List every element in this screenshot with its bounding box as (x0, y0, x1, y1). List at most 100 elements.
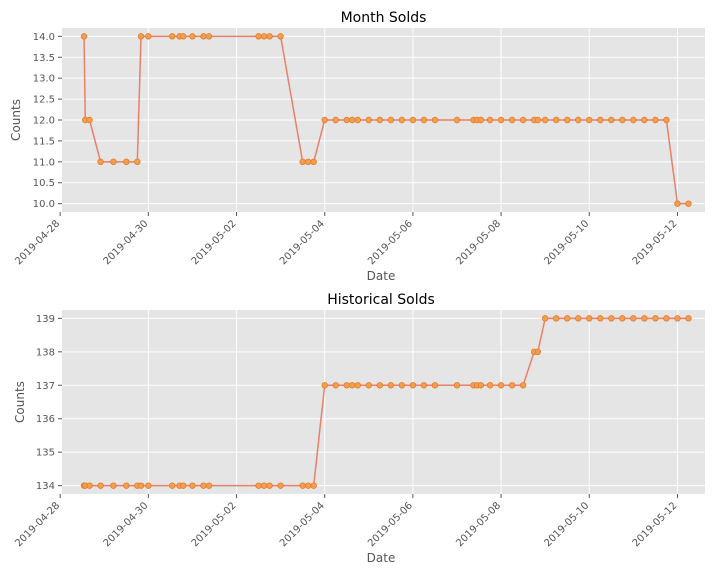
x-tick-label: 2019-05-02 (190, 500, 239, 549)
data-point (420, 116, 428, 124)
data-point (453, 116, 461, 124)
data-point (97, 158, 104, 166)
x-tick-label: 2019-04-30 (102, 218, 151, 267)
data-point (477, 116, 485, 124)
data-point (552, 315, 560, 322)
data-point (304, 158, 312, 166)
plot-area (62, 310, 705, 494)
data-point (586, 116, 593, 124)
data-point (321, 116, 328, 124)
data-point (398, 382, 406, 389)
data-point (189, 33, 196, 40)
data-point (564, 315, 571, 322)
data-point (266, 482, 273, 489)
y-ticks: 10.0 10.5 11.0 11.5 12.0 12.5 13.0 13.5 14.0 (33, 32, 62, 210)
data-point (497, 116, 505, 124)
data-point (541, 116, 549, 124)
data-point (97, 482, 104, 489)
data-point (387, 382, 395, 389)
data-point (266, 33, 273, 40)
data-point (354, 382, 361, 389)
x-tick-label: 2019-05-06 (366, 218, 415, 267)
data-point (180, 482, 187, 489)
data-point (608, 116, 615, 124)
data-point (310, 158, 317, 166)
data-point (608, 315, 615, 322)
data-point (564, 116, 571, 124)
data-point (674, 315, 681, 322)
data-point (519, 116, 527, 124)
data-point (663, 116, 670, 124)
data-point (277, 33, 284, 40)
chart-panel-month-solds: 10.0 10.5 11.0 11.5 12.0 12.5 13.0 13.5 14.0 201… (9, 10, 705, 283)
data-point (575, 315, 582, 322)
data-point (586, 315, 593, 322)
data-point (80, 33, 88, 40)
data-point (277, 482, 284, 489)
data-point (343, 116, 350, 124)
data-point (597, 116, 604, 124)
data-point (145, 482, 152, 489)
y-ticks: 134 135 136 137 138 139 (36, 314, 62, 492)
x-tick-label: 2019-05-08 (454, 218, 503, 267)
data-point (137, 482, 145, 489)
chart-title: Historical Solds (327, 292, 435, 308)
data-point (575, 116, 582, 124)
data-point (398, 116, 406, 124)
data-point (200, 482, 207, 489)
x-tick-label: 2019-05-08 (454, 500, 503, 549)
data-point (619, 116, 626, 124)
x-tick-label: 2019-05-12 (631, 218, 680, 267)
data-point (205, 482, 213, 489)
data-point (110, 158, 117, 166)
x-ticks: 2019-04-28 2019-04-30 2019-05-02 2019-05-04… (13, 494, 680, 549)
data-point (86, 482, 93, 489)
data-point (86, 116, 93, 124)
data-point (652, 116, 659, 124)
data-point (409, 116, 417, 124)
x-tick-label: 2019-04-30 (102, 500, 151, 549)
y-tick-label: 136 (36, 414, 55, 425)
x-ticks: 2019-04-28 2019-04-30 2019-05-02 2019-05-04… (13, 212, 680, 267)
data-point (685, 200, 692, 207)
data-point (349, 116, 356, 124)
data-point (255, 482, 262, 489)
data-point (349, 382, 356, 389)
data-point (145, 33, 152, 40)
data-point (134, 158, 141, 166)
data-point (365, 116, 372, 124)
y-tick-label: 10.5 (33, 178, 55, 189)
data-point (431, 116, 439, 124)
data-point (260, 482, 268, 489)
data-point (387, 116, 395, 124)
data-point (420, 382, 428, 389)
y-tick-label: 139 (36, 314, 55, 325)
data-point (431, 382, 439, 389)
x-tick-label: 2019-05-10 (543, 218, 592, 267)
series-line (83, 35, 689, 205)
data-point (332, 116, 339, 124)
data-point (205, 33, 213, 40)
x-tick-label: 2019-05-12 (631, 500, 680, 549)
data-point (110, 482, 117, 489)
series-points (80, 315, 692, 489)
x-tick-label: 2019-04-28 (13, 500, 62, 549)
data-point (180, 33, 187, 40)
series-points (80, 33, 692, 207)
data-point (630, 315, 637, 322)
data-point (641, 116, 648, 124)
data-point (376, 116, 384, 124)
data-point (477, 382, 485, 389)
data-point (321, 382, 328, 389)
data-point (376, 382, 384, 389)
x-tick-label: 2019-05-02 (190, 218, 239, 267)
data-point (630, 116, 637, 124)
y-tick-label: 13.0 (33, 74, 55, 85)
y-tick-label: 138 (36, 347, 55, 358)
data-point (552, 116, 560, 124)
data-point (534, 116, 542, 124)
data-point (299, 158, 306, 166)
x-axis-label: Date (367, 269, 396, 283)
